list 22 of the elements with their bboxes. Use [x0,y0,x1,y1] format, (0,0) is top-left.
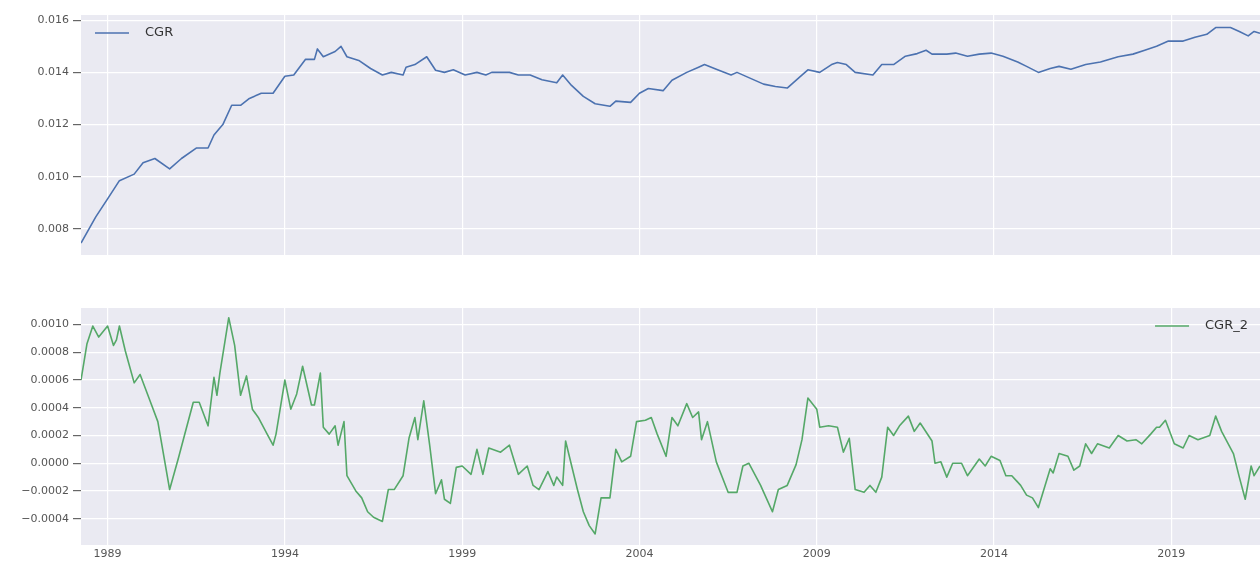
x-tick-label: 2019 [1157,547,1186,561]
y-tick-label: −0.0002 [21,483,69,497]
y-tick-label: 0.0000 [30,456,69,470]
y-tick-label: 0.012 [37,117,69,131]
x-tick-label: 2004 [625,547,654,561]
y-tick-label: 0.010 [37,169,69,183]
x-tick-label: 1994 [270,547,299,561]
y-tick-label: 0.016 [37,13,69,27]
x-tick-label: 1999 [448,547,477,561]
y-tick-label: 0.0006 [30,372,69,386]
y-tick-label: −0.0004 [21,511,69,525]
y-tick-label: 0.008 [37,221,69,235]
x-tick-label: 1989 [93,547,122,561]
legend-label: CGR [145,24,174,40]
x-tick-label: 2014 [980,547,1009,561]
y-tick-label: 0.0010 [30,317,69,331]
y-tick-label: 0.014 [37,65,69,79]
y-tick-label: 0.0002 [30,428,69,442]
y-tick-label: 0.0004 [30,400,69,414]
x-tick-label: 2009 [802,547,831,561]
y-tick-label: 0.0008 [30,345,69,359]
legend-label: CGR_2 [1205,317,1249,333]
